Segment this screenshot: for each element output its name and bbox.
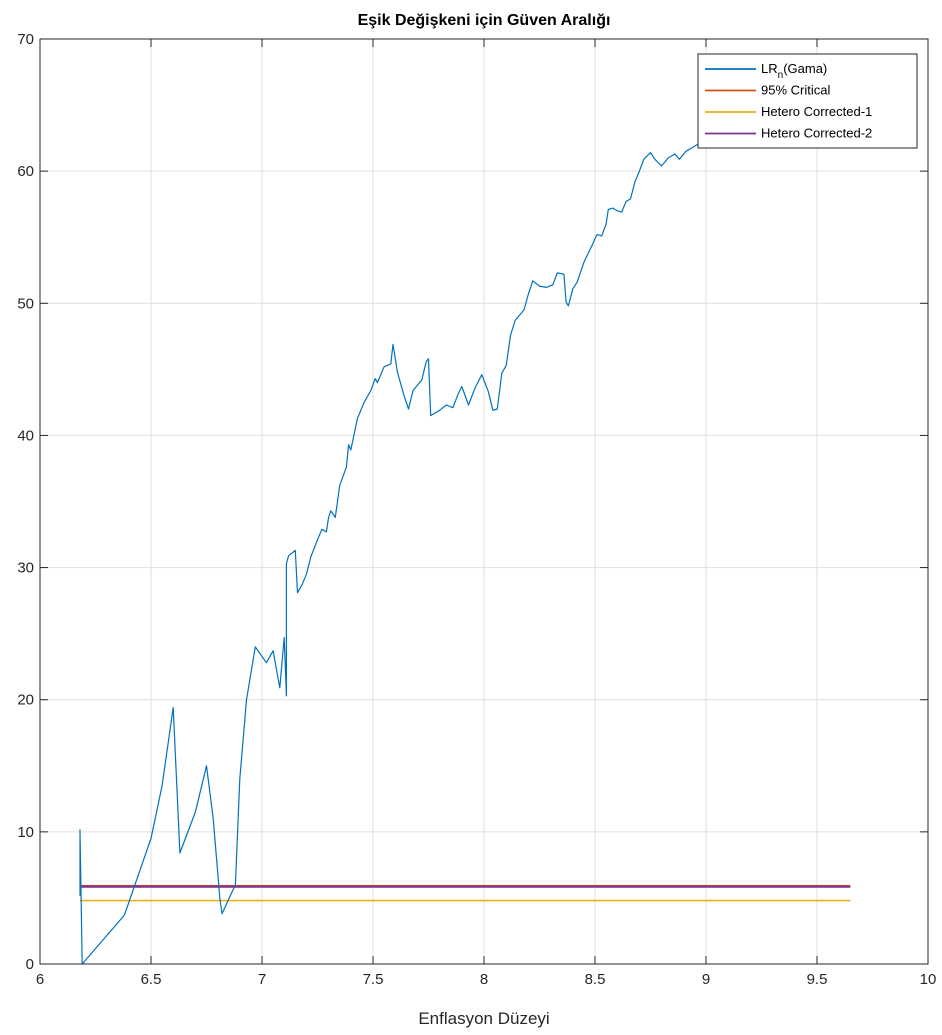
legend-label: Hetero Corrected-2 [761,126,872,141]
x-tick-label: 8.5 [585,971,606,988]
x-tick-label: 9.5 [807,971,828,988]
y-tick-label: 30 [17,560,34,577]
x-tick-label: 6.5 [141,971,162,988]
grid [40,39,928,964]
y-tick-label: 70 [17,31,34,48]
x-tick-label: 6 [36,971,44,988]
y-tick-label: 50 [17,295,34,312]
x-tick-label: 7.5 [363,971,384,988]
axis-ticks: 6 6.5 7 7.5 8 8.5 9 9.5 10 0 10 20 30 40 50 60 70 [17,31,936,988]
x-tick-label: 10 [920,971,937,988]
x-tick-label: 8 [480,971,488,988]
x-tick-label: 9 [702,971,710,988]
legend-label: Hetero Corrected-1 [761,104,872,119]
legend-label-subscript: n [778,70,784,81]
legend-label: 95% Critical [761,83,830,98]
x-axis-label: Enflasyon Düzeyi [418,1009,549,1028]
series-line-1 [79,140,707,965]
y-tick-label: 60 [17,163,34,180]
chart-title: Eşik Değişkeni için Güven Aralığı [358,12,611,29]
y-tick-label: 20 [17,692,34,709]
y-tick-label: 10 [17,824,34,841]
y-tick-label: 40 [17,427,34,444]
y-tick-label: 0 [26,956,34,973]
series-group [79,140,851,965]
x-tick-label: 7 [258,971,266,988]
legend-label-suffix: (Gama) [783,61,827,76]
